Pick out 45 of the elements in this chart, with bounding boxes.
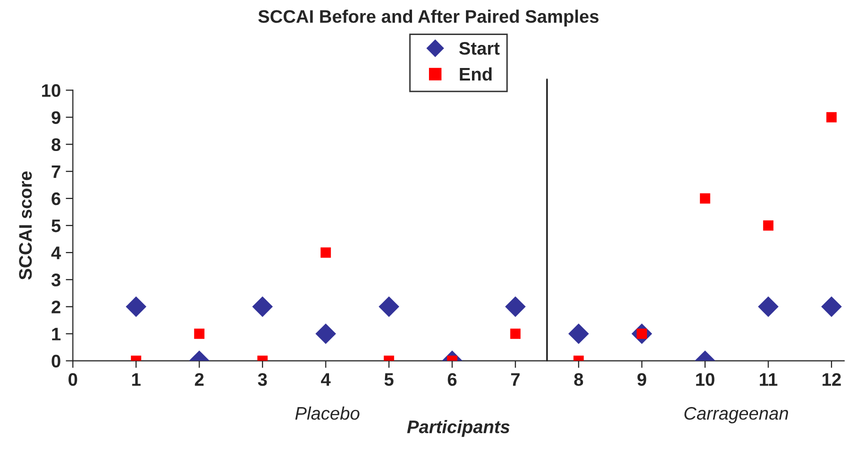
y-tick-label: 2 (52, 300, 60, 314)
y-tick-label: 10 (42, 84, 60, 97)
x-tick-label: 4 (320, 373, 331, 386)
point (505, 296, 526, 317)
point (126, 296, 146, 317)
text: Carrageenan (684, 406, 788, 424)
legend-label: Start (459, 42, 500, 55)
point (568, 323, 589, 344)
y-tick-label: 5 (52, 220, 61, 232)
chart-title: SCCAI Before and After Paired Samples (258, 10, 598, 26)
point (763, 220, 774, 231)
x-tick-label: 2 (194, 373, 204, 386)
x-tick-label: 6 (448, 373, 457, 386)
point (700, 193, 710, 204)
x-tick-label: 8 (574, 373, 584, 386)
y-tick-label: 3 (51, 274, 60, 286)
x-tick-label: 1 (132, 373, 141, 386)
point (826, 112, 837, 122)
point (821, 296, 842, 317)
x-tick-label: 12 (822, 373, 841, 386)
text: Placebo (295, 406, 360, 420)
point (758, 296, 779, 317)
x-tick-label: 0 (68, 373, 78, 386)
y-tick-label: 6 (52, 192, 60, 206)
y-tick-label: 8 (52, 138, 60, 152)
y-tick-label: 0 (52, 354, 60, 368)
x-tick-label: 7 (511, 373, 520, 386)
point (510, 328, 521, 339)
x-axis-title: Participants (407, 420, 510, 437)
legend-label: End (460, 67, 492, 81)
point (194, 328, 204, 339)
point (315, 323, 336, 344)
y-tick-label: 7 (52, 166, 60, 178)
x-tick-label: 10 (696, 373, 714, 386)
y-tick-label: 9 (52, 111, 60, 124)
x-tick-label: 5 (384, 373, 394, 386)
x-tick-label: 11 (760, 373, 778, 386)
point (320, 247, 331, 258)
x-tick-label: 3 (258, 373, 267, 386)
y-tick-label: 4 (51, 246, 61, 260)
point (252, 296, 273, 317)
y-tick-label: 1 (52, 328, 61, 340)
y-axis-title: SCCAI score (19, 171, 32, 280)
x-tick-label: 9 (637, 373, 646, 386)
point (378, 296, 400, 317)
